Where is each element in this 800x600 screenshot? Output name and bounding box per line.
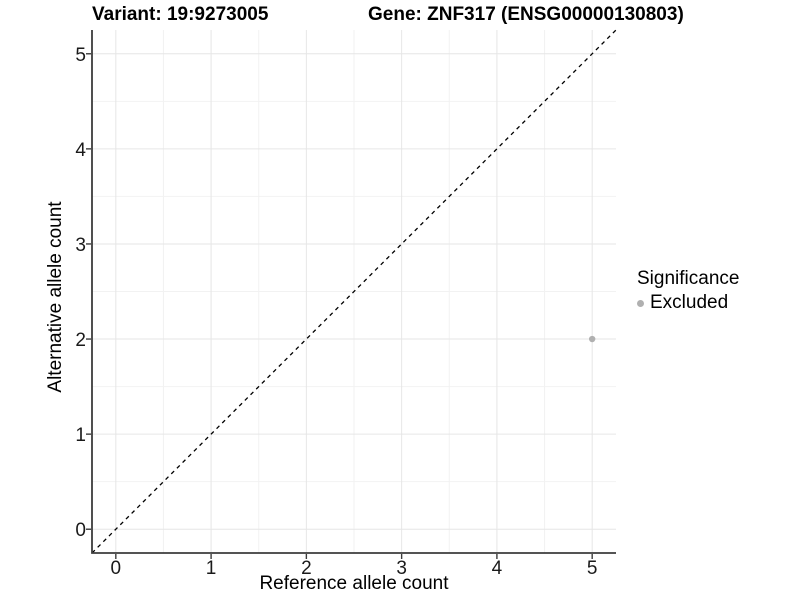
- data-point: [588, 335, 596, 343]
- y-axis-tick-label: 0: [75, 520, 86, 541]
- x-axis-tick-label: 1: [206, 558, 217, 579]
- y-axis-tick-label: 5: [75, 45, 86, 66]
- x-axis-tick-label: 4: [492, 558, 503, 579]
- y-axis-tick-label: 4: [75, 140, 86, 161]
- plot-title-variant: Variant: 19:9273005: [92, 4, 269, 25]
- identity-dashed-line: [91, 29, 617, 554]
- plot-title-gene: Gene: ZNF317 (ENSG00000130803): [368, 4, 684, 25]
- x-axis-title: Reference allele count: [259, 573, 449, 594]
- legend-title: Significance: [637, 268, 740, 289]
- x-axis-tick-label: 3: [396, 558, 407, 579]
- legend-entry-excluded: Excluded: [637, 292, 739, 314]
- legend: Significance Excluded: [637, 268, 739, 314]
- y-axis-tick-label: 2: [75, 330, 86, 351]
- x-axis-tick-label: 5: [587, 558, 598, 579]
- legend-entry-label: Excluded: [650, 292, 729, 313]
- x-axis-tick-label: 2: [301, 558, 312, 579]
- x-axis-tick-label: 0: [111, 558, 122, 579]
- y-axis-title: Alternative allele count: [45, 201, 66, 393]
- y-axis-tick-label: 3: [75, 235, 86, 256]
- axis-lines: [91, 30, 616, 554]
- y-axis-tick-label: 1: [75, 425, 86, 446]
- legend-point-icon: [637, 299, 644, 307]
